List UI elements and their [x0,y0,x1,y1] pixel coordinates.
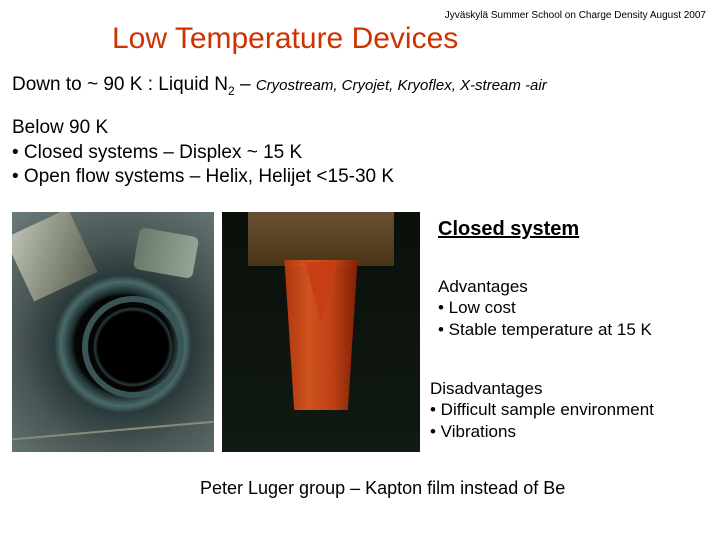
disadvantages-block: Disadvantages • Difficult sample environ… [430,378,654,442]
below-closed: • Closed systems – Displex ~ 15 K [12,141,394,166]
footer-credit: Peter Luger group – Kapton film instead … [200,478,565,499]
disadvantage-2: • Vibrations [430,421,654,442]
line1-products: Cryostream, Cryojet, Kryoflex, X-stream … [256,77,547,94]
disadvantages-heading: Disadvantages [430,378,654,399]
advantages-block: Advantages • Low cost • Stable temperatu… [438,276,652,340]
diffractometer-photo [12,212,214,452]
below-90k-block: Below 90 K • Closed systems – Displex ~ … [12,116,394,190]
tip-shape [305,262,337,322]
images-row [12,212,420,452]
slide-title: Low Temperature Devices [112,22,458,56]
advantages-heading: Advantages [438,276,652,297]
wire-shape [12,414,214,441]
line1-part-a: Down to ~ 90 K : Liquid N [12,74,228,95]
line1-dash: – [235,74,256,95]
below-heading: Below 90 K [12,116,394,141]
line1-subscript: 2 [228,84,235,98]
below-open: • Open flow systems – Helix, Helijet <15… [12,165,394,190]
header-text: Jyväskylä Summer School on Charge Densit… [445,10,706,21]
nozzle-shape [133,227,199,279]
closed-system-heading: Closed system [438,218,579,241]
liquid-n2-line: Down to ~ 90 K : Liquid N2 – Cryostream,… [12,74,547,98]
top-block-shape [248,212,394,266]
advantage-1: • Low cost [438,297,652,318]
kapton-cone-photo [222,212,420,452]
disadvantage-1: • Difficult sample environment [430,399,654,420]
advantage-2: • Stable temperature at 15 K [438,319,652,340]
